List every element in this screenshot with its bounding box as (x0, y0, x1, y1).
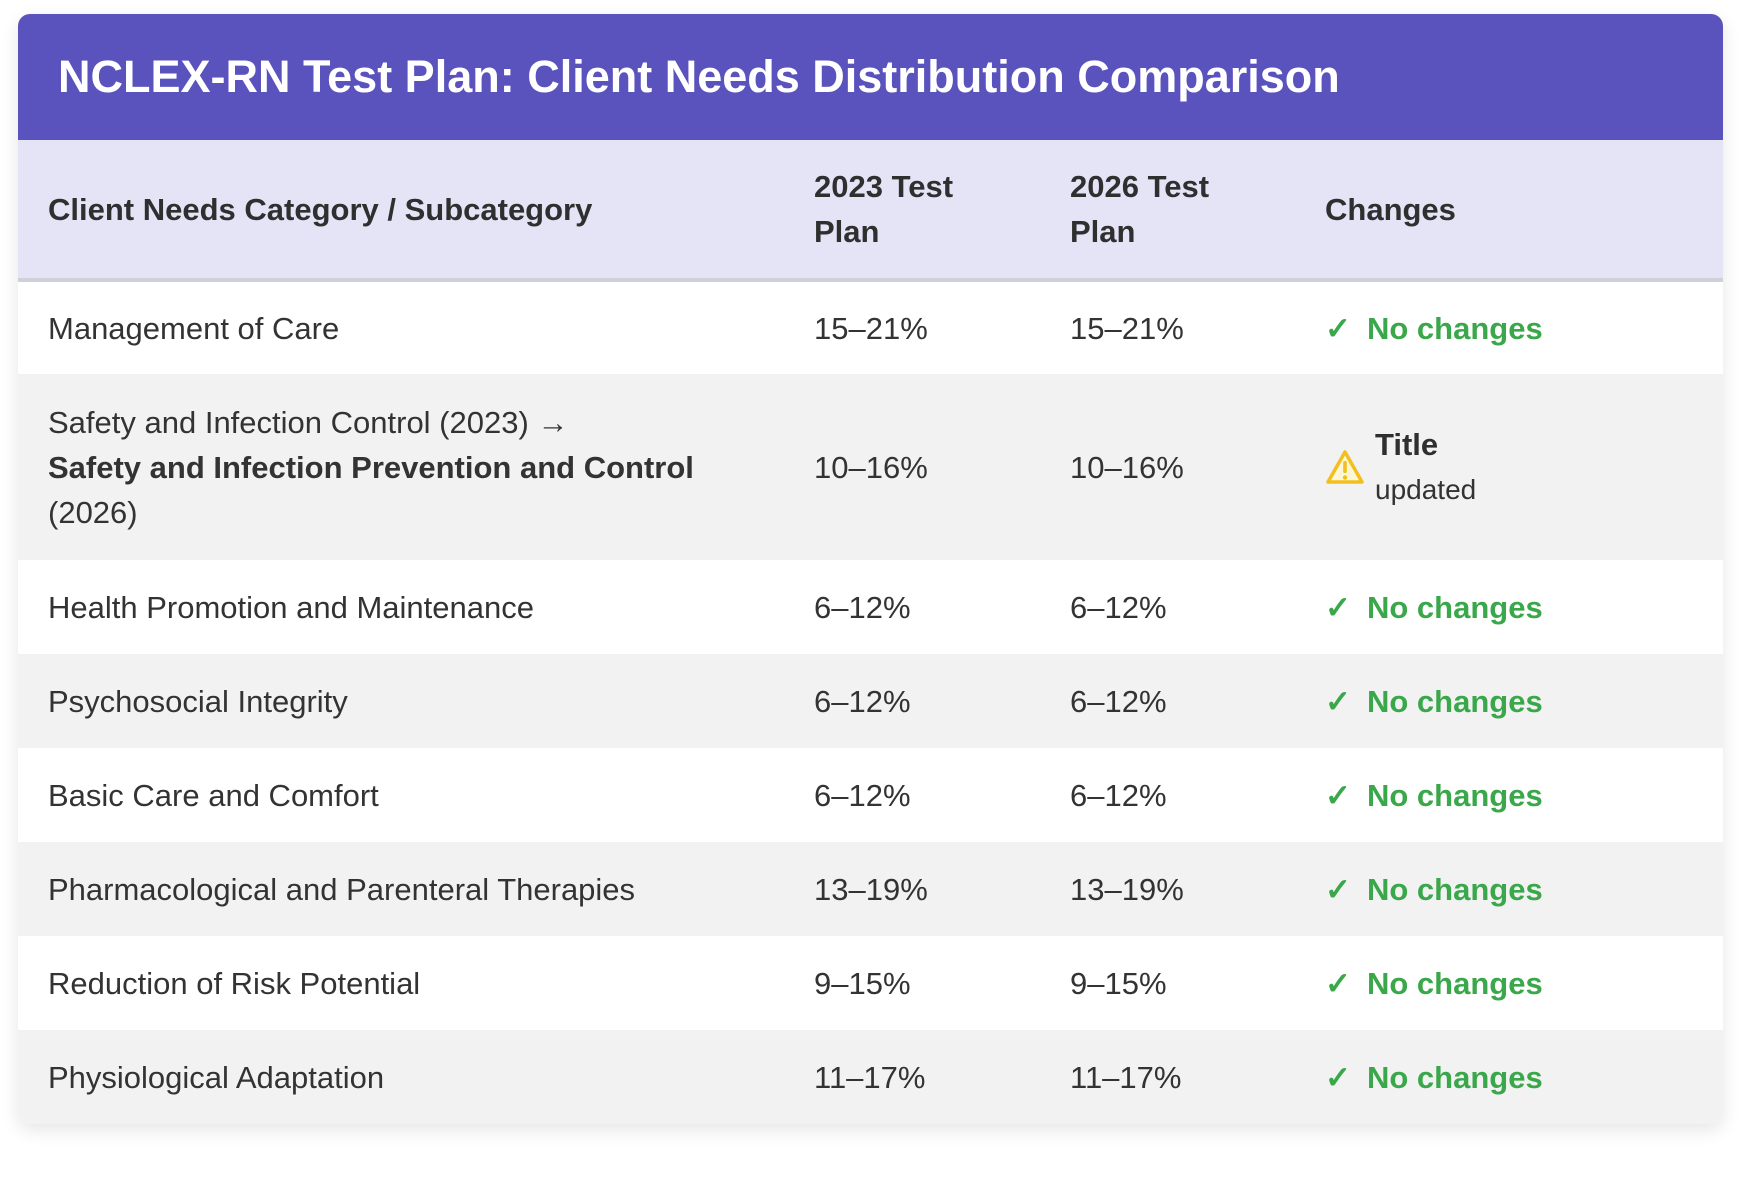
change-cell: ✓ No changes (1295, 280, 1723, 374)
plan-2023-cell: 6–12% (784, 654, 1040, 748)
change-cell: ✓ No changes (1295, 936, 1723, 1030)
no-change-status: ✓ No changes (1325, 311, 1543, 346)
change-label: No changes (1367, 589, 1543, 625)
change-cell: ✓ No changes (1295, 560, 1723, 654)
change-cell: ✓ No changes (1295, 748, 1723, 842)
header-changes: Changes (1295, 140, 1723, 282)
check-icon: ✓ (1325, 871, 1351, 907)
no-change-status: ✓ No changes (1325, 966, 1543, 1001)
check-icon: ✓ (1325, 589, 1351, 625)
check-icon: ✓ (1325, 1059, 1351, 1095)
table-row: Physiological Adaptation 11–17% 11–17% ✓… (18, 1030, 1723, 1124)
change-cell: ✓ No changes (1295, 842, 1723, 936)
plan-2023-cell: 10–16% (784, 374, 1040, 560)
header-2023-plan: 2023 Test Plan (784, 140, 1040, 282)
category-cell: Basic Care and Comfort (18, 748, 784, 842)
table-header-row: Client Needs Category / Subcategory 2023… (18, 140, 1723, 282)
change-label: No changes (1367, 683, 1543, 719)
table-row: Health Promotion and Maintenance 6–12% 6… (18, 560, 1723, 654)
category-year: (2026) (48, 494, 138, 530)
change-label: No changes (1367, 777, 1543, 813)
change-cell: ✓ No changes (1295, 654, 1723, 748)
category-cell: Reduction of Risk Potential (18, 936, 784, 1030)
check-icon: ✓ (1325, 965, 1351, 1001)
comparison-table: Client Needs Category / Subcategory 2023… (18, 140, 1723, 1124)
category-cell: Pharmacological and Parenteral Therapies (18, 842, 784, 936)
category-cell: Safety and Infection Control (2023) → Sa… (18, 374, 784, 560)
warning-icon (1326, 450, 1364, 484)
header-category: Client Needs Category / Subcategory (18, 140, 784, 282)
table-row: Safety and Infection Control (2023) → Sa… (18, 374, 1723, 560)
table-row: Pharmacological and Parenteral Therapies… (18, 842, 1723, 936)
category-cell: Psychosocial Integrity (18, 654, 784, 748)
change-cell: Title updated (1295, 374, 1723, 560)
category-cell: Management of Care (18, 280, 784, 374)
table-row: Psychosocial Integrity 6–12% 6–12% ✓ No c… (18, 654, 1723, 748)
title-updated-status: Title updated (1325, 422, 1693, 512)
warning-text: Title updated (1375, 422, 1476, 512)
page-title: NCLEX-RN Test Plan: Client Needs Distrib… (58, 51, 1340, 102)
category-old-name: Safety and Infection Control (2023) → (48, 404, 569, 440)
title-bar: NCLEX-RN Test Plan: Client Needs Distrib… (18, 14, 1723, 140)
change-label: No changes (1367, 871, 1543, 907)
plan-2023-cell: 6–12% (784, 748, 1040, 842)
change-label: No changes (1367, 965, 1543, 1001)
no-change-status: ✓ No changes (1325, 778, 1543, 813)
change-label-sub: updated (1375, 474, 1477, 505)
check-icon: ✓ (1325, 777, 1351, 813)
header-2026-plan: 2026 Test Plan (1040, 140, 1295, 282)
plan-2023-cell: 6–12% (784, 560, 1040, 654)
plan-2023-cell: 9–15% (784, 936, 1040, 1030)
no-change-status: ✓ No changes (1325, 684, 1543, 719)
change-label-strong: Title (1375, 427, 1439, 462)
check-icon: ✓ (1325, 683, 1351, 719)
plan-2026-cell: 6–12% (1040, 560, 1295, 654)
change-cell: ✓ No changes (1295, 1030, 1723, 1124)
category-new-name: Safety and Infection Prevention and Cont… (48, 449, 694, 485)
no-change-status: ✓ No changes (1325, 872, 1543, 907)
no-change-status: ✓ No changes (1325, 590, 1543, 625)
table-row: Basic Care and Comfort 6–12% 6–12% ✓ No c… (18, 748, 1723, 842)
plan-2023-cell: 11–17% (784, 1030, 1040, 1124)
change-label: No changes (1367, 310, 1543, 346)
plan-2026-cell: 9–15% (1040, 936, 1295, 1030)
plan-2026-cell: 11–17% (1040, 1030, 1295, 1124)
plan-2026-cell: 15–21% (1040, 280, 1295, 374)
table-row: Management of Care 15–21% 15–21% ✓ No cha… (18, 280, 1723, 374)
category-cell: Health Promotion and Maintenance (18, 560, 784, 654)
comparison-card: NCLEX-RN Test Plan: Client Needs Distrib… (18, 14, 1723, 1124)
plan-2023-cell: 15–21% (784, 280, 1040, 374)
category-cell: Physiological Adaptation (18, 1030, 784, 1124)
plan-2026-cell: 6–12% (1040, 654, 1295, 748)
change-label: No changes (1367, 1059, 1543, 1095)
plan-2026-cell: 13–19% (1040, 842, 1295, 936)
no-change-status: ✓ No changes (1325, 1060, 1543, 1095)
plan-2023-cell: 13–19% (784, 842, 1040, 936)
check-icon: ✓ (1325, 310, 1351, 346)
plan-2026-cell: 6–12% (1040, 748, 1295, 842)
table-row: Reduction of Risk Potential 9–15% 9–15% … (18, 936, 1723, 1030)
plan-2026-cell: 10–16% (1040, 374, 1295, 560)
